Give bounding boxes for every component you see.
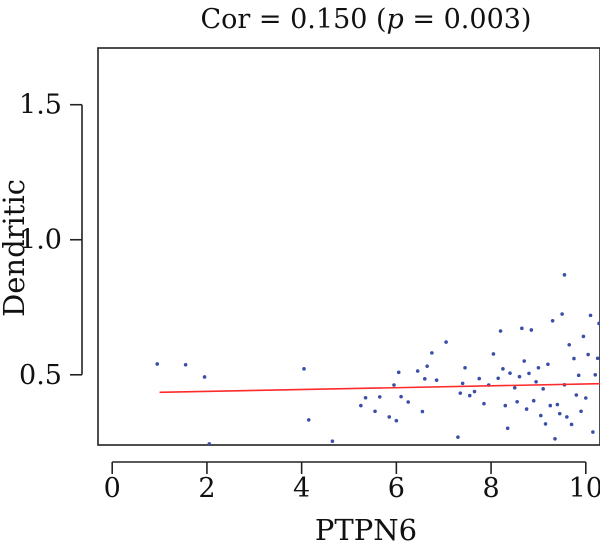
data-point [522, 359, 527, 363]
data-point [363, 395, 368, 400]
data-point [574, 393, 579, 397]
data-point [595, 356, 600, 361]
data-point [330, 439, 335, 444]
chart-title-suffix: = 0.003) [404, 4, 532, 35]
data-point [515, 399, 519, 404]
data-point [430, 351, 434, 355]
data-point [553, 436, 557, 441]
data-point [422, 377, 427, 381]
data-point [302, 367, 306, 371]
data-point [482, 401, 486, 406]
x-axis: 0 2 4 6 8 10 [104, 461, 600, 504]
data-point [517, 374, 522, 379]
data-point [434, 378, 439, 382]
data-point [586, 352, 590, 357]
y-axis: 0.5 1.0 1.5 [19, 90, 83, 391]
data-point [202, 375, 207, 379]
data-point [539, 413, 543, 418]
data-point [396, 370, 401, 375]
data-point [569, 422, 574, 427]
data-point [306, 418, 311, 422]
x-tick-label: 0 [104, 473, 121, 504]
data-point [524, 407, 529, 411]
data-point [373, 409, 377, 414]
data-point [420, 409, 425, 414]
data-point [467, 393, 472, 398]
y-tick-label: 1.0 [19, 225, 62, 256]
data-point [207, 442, 212, 445]
data-point [534, 380, 538, 384]
x-tick-label: 4 [293, 473, 310, 504]
data-point [591, 430, 595, 434]
data-point [520, 326, 524, 331]
data-point [183, 362, 188, 367]
data-point [555, 402, 560, 407]
points-layer [155, 273, 600, 445]
data-point [392, 383, 396, 387]
data-point [394, 418, 399, 423]
data-point [562, 273, 567, 277]
data-point [546, 362, 550, 367]
y-tick-label: 0.5 [19, 360, 62, 391]
data-point [505, 426, 510, 431]
data-point [472, 389, 477, 394]
data-point [463, 365, 467, 370]
data-point [458, 391, 463, 395]
data-point [548, 403, 553, 408]
data-point [456, 435, 460, 439]
data-point [359, 403, 363, 408]
data-point [425, 364, 429, 368]
data-point [501, 367, 505, 371]
chart-title: Cor = 0.150 (p = 0.003) [201, 4, 532, 35]
x-tick-label: 6 [388, 473, 405, 504]
x-axis-label: PTPN6 [315, 513, 417, 547]
data-point [491, 352, 496, 356]
data-point [583, 396, 588, 400]
y-axis-label: Dendritic [0, 179, 31, 317]
plot-frame [97, 47, 600, 446]
data-point [399, 394, 403, 399]
data-point [536, 365, 541, 370]
fit-layer [159, 382, 600, 394]
data-point [593, 372, 598, 377]
data-point [477, 376, 482, 381]
chart-title-prefix: Cor = 0.150 ( [201, 4, 387, 35]
data-point [444, 340, 448, 344]
data-point [541, 387, 545, 391]
data-point [406, 400, 410, 404]
chart-title-p-symbol: p [387, 4, 404, 35]
data-point [508, 371, 512, 375]
data-point [579, 409, 583, 414]
data-point [560, 312, 564, 316]
x-tick-label: 10 [569, 473, 600, 504]
data-point [512, 385, 517, 390]
data-point [529, 328, 534, 332]
data-point [543, 422, 548, 426]
data-point [415, 369, 420, 373]
data-point [460, 381, 465, 386]
data-point [496, 376, 500, 381]
data-point [377, 395, 382, 399]
data-point [576, 373, 581, 378]
regression-line [159, 382, 600, 394]
data-point [503, 403, 508, 408]
data-point [531, 398, 536, 403]
data-point [567, 343, 572, 347]
data-point [557, 411, 562, 416]
y-tick-label: 1.5 [19, 90, 62, 121]
data-point [550, 318, 555, 323]
data-point [597, 321, 600, 326]
data-point [527, 371, 531, 376]
data-point [588, 313, 593, 318]
data-point [581, 334, 586, 339]
data-point [572, 356, 576, 361]
data-point [155, 362, 159, 366]
data-point [565, 415, 569, 419]
data-point [387, 415, 392, 419]
data-point [498, 329, 503, 333]
x-tick-label: 2 [198, 473, 215, 504]
x-tick-label: 8 [482, 473, 499, 504]
